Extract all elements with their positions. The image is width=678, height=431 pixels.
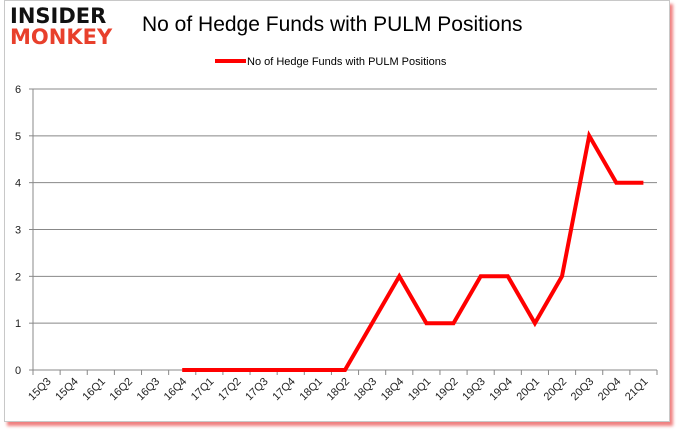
svg-text:19Q4: 19Q4 (487, 376, 515, 404)
svg-text:2: 2 (15, 271, 21, 283)
svg-text:17Q4: 17Q4 (270, 376, 298, 404)
gridlines (33, 88, 657, 371)
svg-text:16Q3: 16Q3 (135, 376, 163, 404)
svg-text:16Q1: 16Q1 (80, 376, 108, 404)
svg-text:15Q3: 15Q3 (26, 376, 54, 404)
svg-text:19Q2: 19Q2 (433, 376, 461, 404)
svg-text:17Q1: 17Q1 (189, 376, 217, 404)
svg-text:18Q3: 18Q3 (352, 376, 380, 404)
legend: No of Hedge Funds with PULM Positions (215, 56, 447, 68)
svg-text:20Q1: 20Q1 (515, 376, 543, 404)
data-line (182, 130, 644, 372)
svg-text:4: 4 (15, 178, 21, 190)
svg-text:19Q3: 19Q3 (460, 376, 488, 404)
svg-text:16Q4: 16Q4 (162, 376, 190, 404)
svg-text:20Q2: 20Q2 (542, 376, 570, 404)
logo-line2: MONKEY (10, 25, 113, 49)
svg-text:0: 0 (15, 365, 21, 377)
svg-text:20Q4: 20Q4 (596, 376, 624, 404)
chart-frame (4, 0, 670, 422)
logo-line1: INSIDER (10, 4, 107, 28)
svg-text:15Q4: 15Q4 (53, 376, 81, 404)
svg-text:1: 1 (15, 318, 21, 330)
svg-text:18Q2: 18Q2 (325, 376, 353, 404)
svg-text:21Q1: 21Q1 (623, 376, 651, 404)
svg-text:20Q3: 20Q3 (569, 376, 597, 404)
svg-text:5: 5 (15, 131, 21, 143)
svg-text:17Q3: 17Q3 (243, 376, 271, 404)
svg-text:19Q1: 19Q1 (406, 376, 434, 404)
svg-text:3: 3 (15, 225, 21, 237)
y-axis-ticks: 0 1 2 3 4 5 6 (15, 84, 21, 377)
legend-label: No of Hedge Funds with PULM Positions (247, 56, 447, 68)
svg-text:16Q2: 16Q2 (108, 376, 136, 404)
svg-text:18Q4: 18Q4 (379, 376, 407, 404)
x-axis-ticks: 15Q3 15Q4 16Q1 16Q2 16Q3 16Q4 17Q1 17Q2 17Q3 17Q4… (26, 376, 650, 404)
svg-text:17Q2: 17Q2 (216, 376, 244, 404)
insider-monkey-logo: INSIDER MONKEY (10, 6, 112, 48)
chart-title: No of Hedge Funds with PULM Positions (142, 13, 523, 36)
svg-text:18Q1: 18Q1 (297, 376, 325, 404)
svg-text:6: 6 (15, 84, 21, 96)
axes (29, 88, 658, 375)
